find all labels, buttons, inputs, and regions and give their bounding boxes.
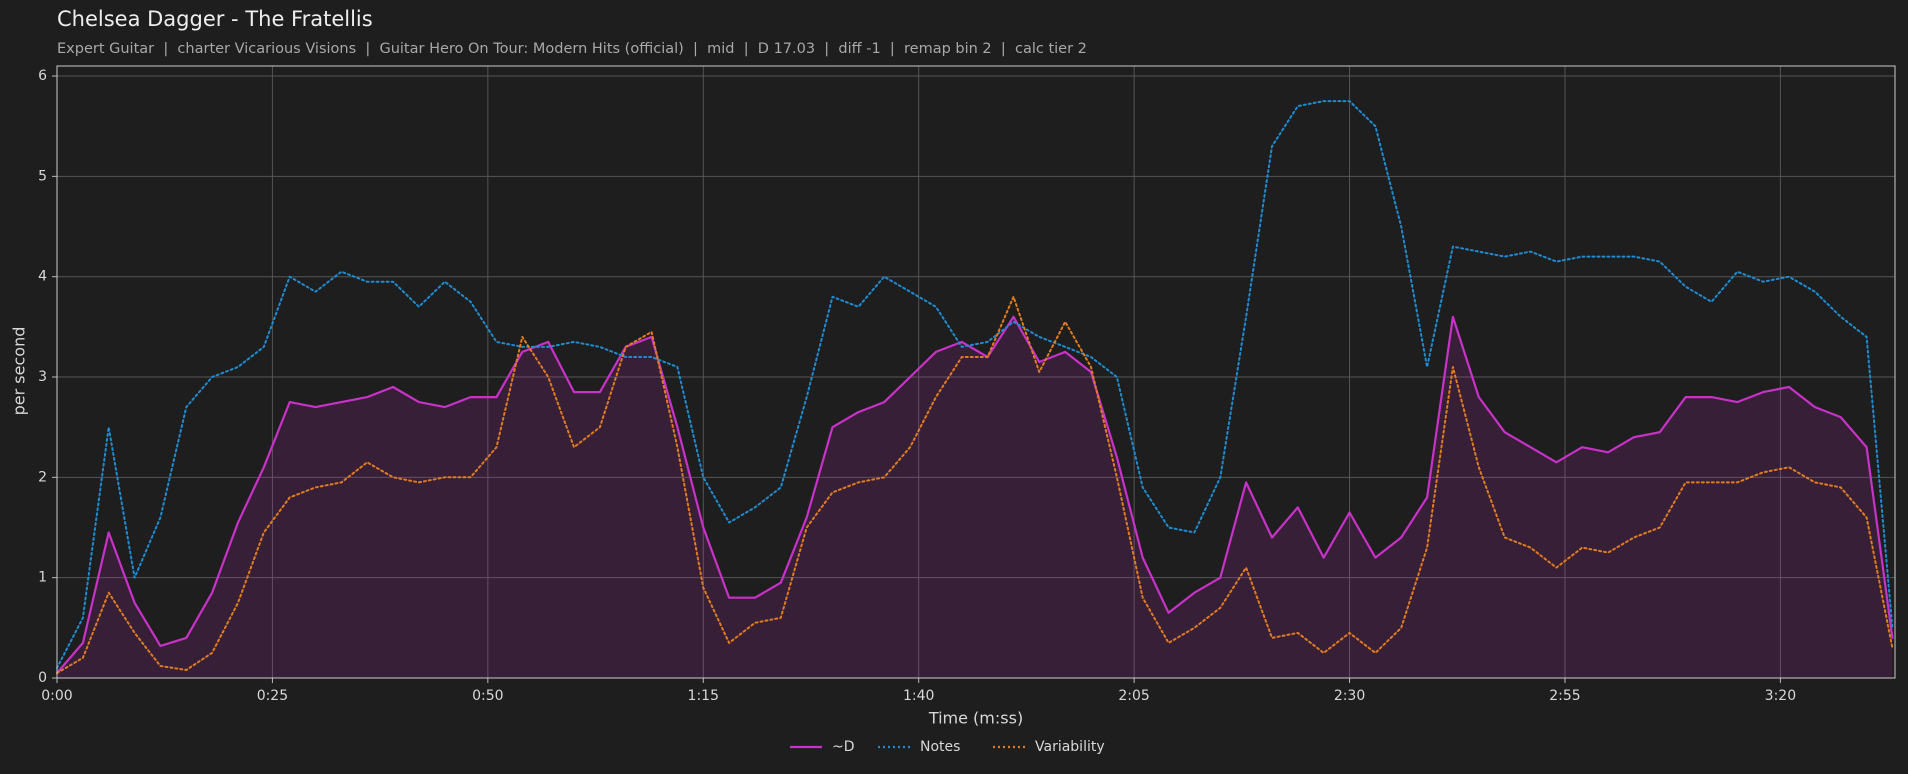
y-tick-label: 2: [38, 469, 47, 485]
x-tick-label: 1:15: [688, 688, 719, 704]
y-tick-label: 1: [38, 570, 47, 586]
legend-label: Notes: [920, 739, 960, 755]
y-tick-label: 5: [38, 168, 47, 184]
y-tick-label: 6: [38, 68, 47, 84]
x-tick-label: 2:05: [1118, 688, 1149, 704]
y-tick-label: 0: [38, 670, 47, 686]
x-tick-label: 0:50: [472, 688, 503, 704]
y-tick-label: 4: [38, 269, 47, 285]
x-tick-label: 2:55: [1549, 688, 1580, 704]
x-axis-label: Time (m:ss): [928, 709, 1023, 728]
series-line: [56, 295, 1894, 674]
x-tick-label: 1:40: [903, 688, 934, 704]
series-line: [55, 315, 1894, 675]
x-tick-label: 3:20: [1765, 688, 1796, 704]
series-line: [56, 100, 1894, 669]
legend-label: ~D: [832, 739, 855, 755]
chart-subtitle: Expert Guitar | charter Vicarious Vision…: [57, 41, 1087, 57]
plot-area: [57, 66, 1895, 678]
plot-frame: [56, 65, 1896, 679]
area: [57, 316, 1893, 678]
y-axis-label: per second: [10, 327, 29, 416]
y-tick-label: 3: [38, 369, 47, 385]
legend-label: Variability: [1035, 739, 1105, 755]
x-tick-label: 0:00: [41, 688, 72, 704]
chart-title: Chelsea Dagger - The Fratellis: [57, 7, 373, 31]
x-tick-label: 2:30: [1334, 688, 1365, 704]
x-tick-label: 0:25: [257, 688, 288, 704]
